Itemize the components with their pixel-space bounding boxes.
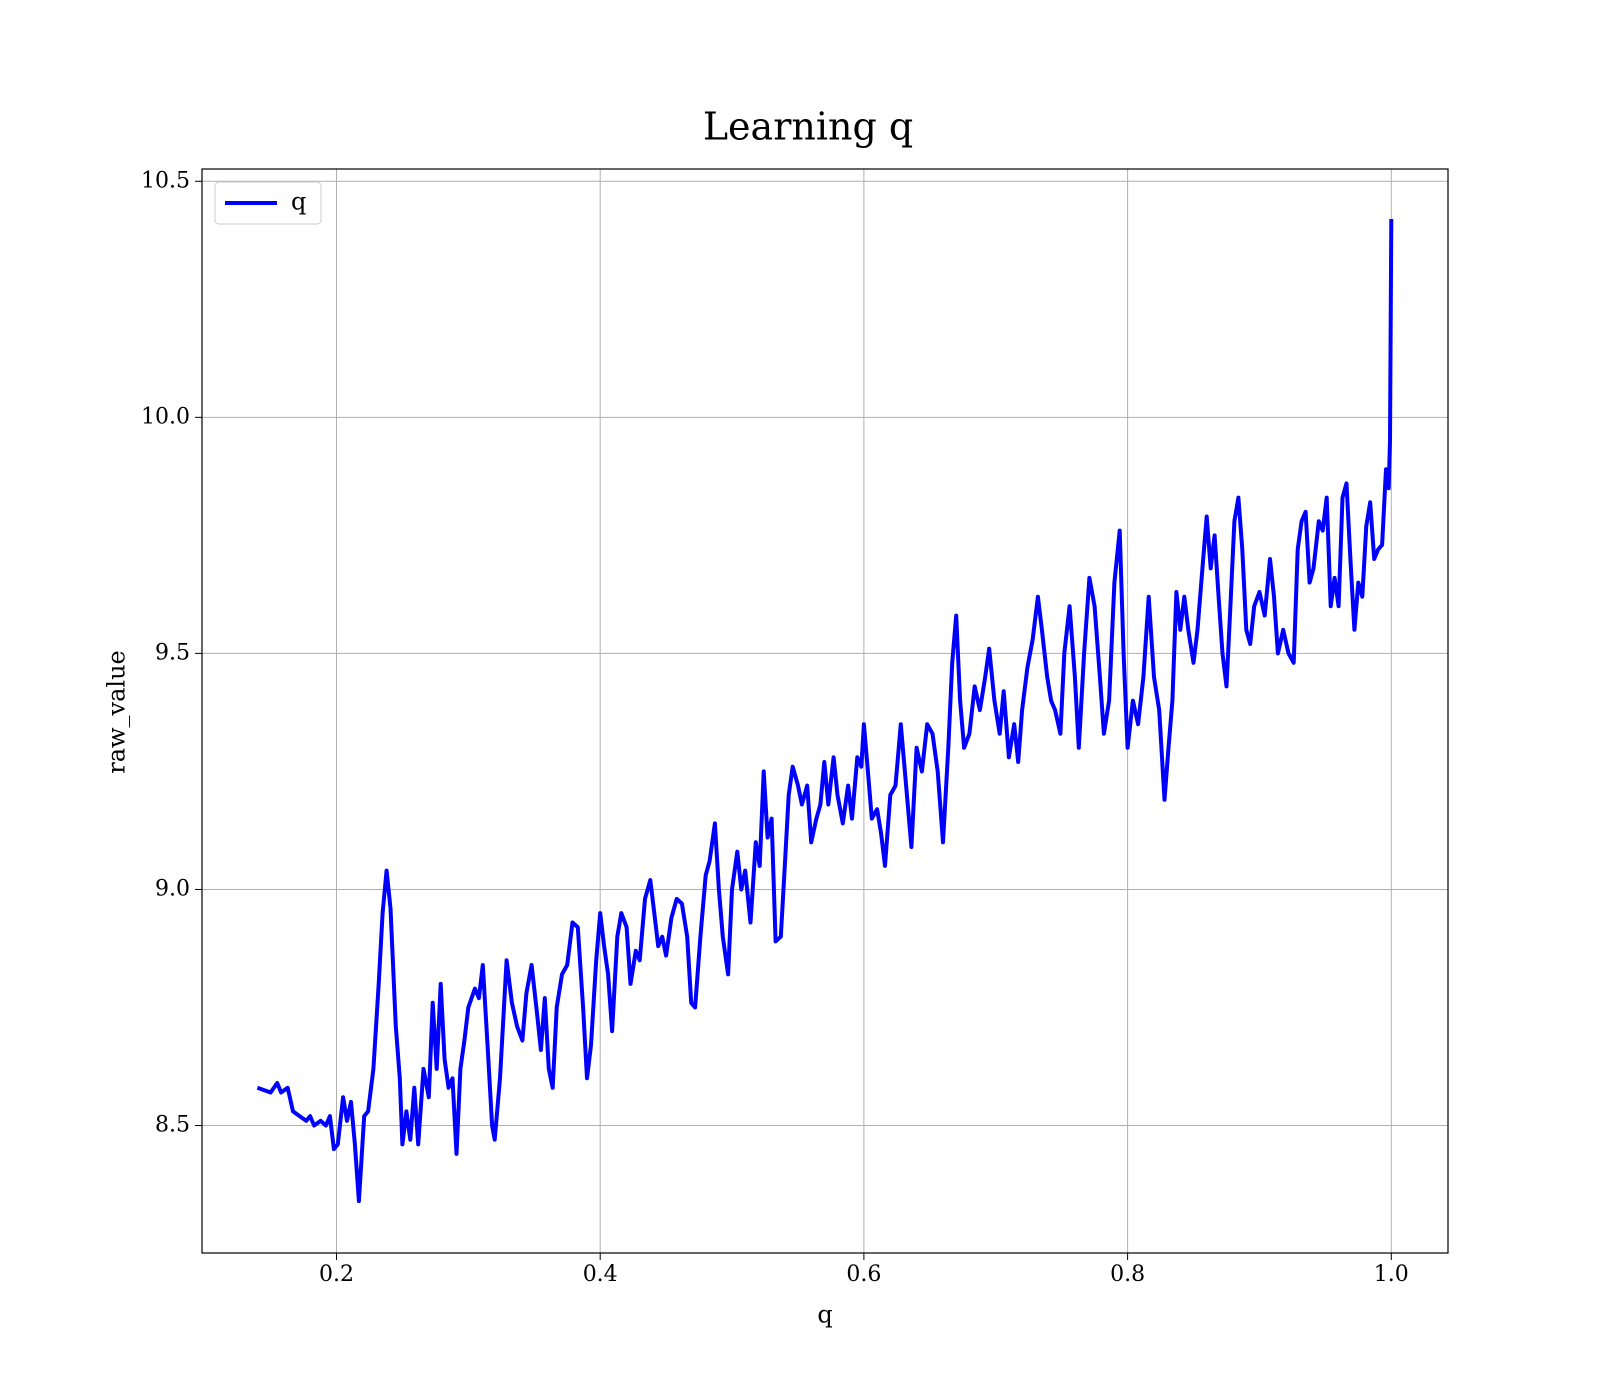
y-tick-label: 10.5 <box>141 168 190 193</box>
line-series <box>256 218 1394 1204</box>
plot-frame <box>201 168 1449 1254</box>
y-tick-label: 9.0 <box>155 876 190 901</box>
x-axis-label: q <box>817 1301 832 1329</box>
x-tick-label: 0.2 <box>319 1262 354 1287</box>
x-tick-label: 0.8 <box>1110 1262 1145 1287</box>
y-tick-label: 10.0 <box>141 404 190 429</box>
chart-title: Learning q <box>703 105 913 149</box>
x-tick-label: 0.6 <box>846 1262 881 1287</box>
legend-label: q <box>291 188 306 216</box>
x-tick-label: 1.0 <box>1374 1262 1409 1287</box>
y-tick-label: 9.5 <box>155 640 190 665</box>
y-tick-label: 8.5 <box>155 1113 190 1138</box>
y-axis-label: raw_value <box>103 650 131 774</box>
x-tick-label: 0.4 <box>583 1262 618 1287</box>
